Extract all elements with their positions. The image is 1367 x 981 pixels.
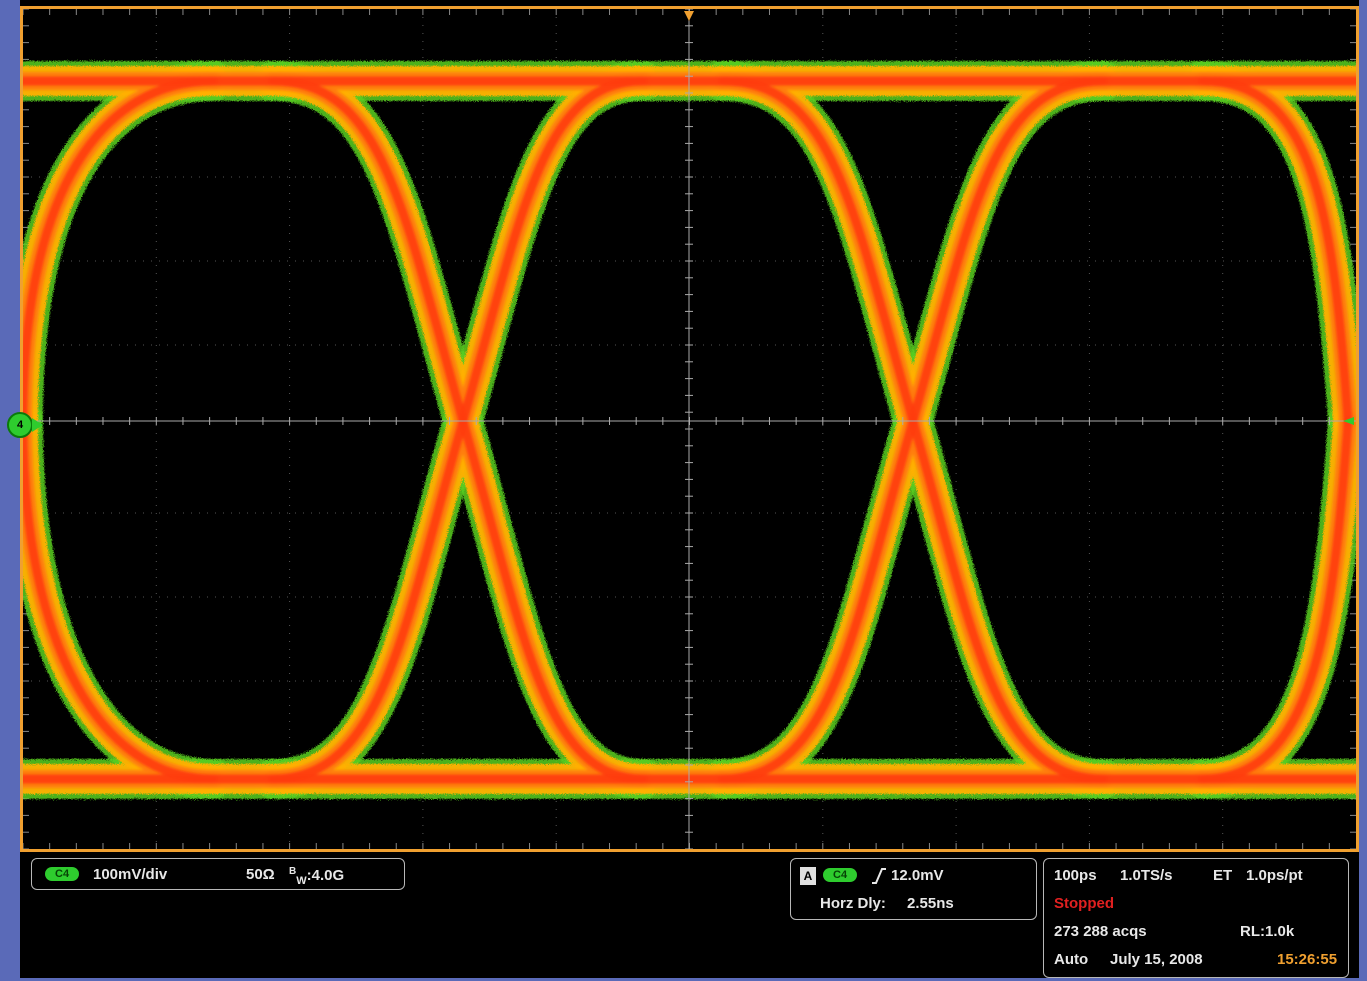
eye-trace-segment xyxy=(268,76,648,784)
eye-trace-segment xyxy=(23,416,218,784)
eye-diagram xyxy=(23,9,1356,849)
channel-4-ground-marker[interactable]: 4 xyxy=(7,412,33,438)
eye-trace-segment xyxy=(1198,76,1353,426)
right-frame xyxy=(1359,0,1367,981)
trigger-channel-badge: C4 xyxy=(823,868,858,882)
acquisition-count: 273 288 acqs xyxy=(1054,923,1147,940)
trigger-position-marker[interactable] xyxy=(684,11,694,21)
acquisition-readout[interactable]: 100ps 1.0TS/s ET 1.0ps/pt Stopped 273 28… xyxy=(1043,858,1349,978)
channel-4-marker-arrow xyxy=(32,418,43,432)
horz-dly-label: Horz Dly: xyxy=(820,895,886,912)
eye-trace-segment xyxy=(1198,416,1353,784)
time-resolution: 1.0ps/pt xyxy=(1246,867,1303,884)
trigger-level: 12.0mV xyxy=(891,867,944,884)
rising-edge-icon xyxy=(872,868,886,884)
bandwidth-limit: BW:4.0G xyxy=(289,866,344,887)
trigger-level-marker[interactable] xyxy=(1343,417,1354,425)
bandwidth-value: :4.0G xyxy=(306,867,345,884)
termination: 50Ω xyxy=(246,866,275,883)
horz-dly-value: 2.55ns xyxy=(907,895,954,912)
timebase: 100ps xyxy=(1054,867,1097,884)
time: 15:26:55 xyxy=(1277,951,1338,968)
bandwidth-prefix: B xyxy=(289,866,297,877)
bottom-frame xyxy=(0,978,1367,981)
eye-trace-segment xyxy=(23,76,218,426)
eye-trace-segment xyxy=(718,76,1108,784)
channel-number: 4 xyxy=(16,419,24,431)
vertical-readout[interactable]: C4 100mV/div 50Ω BW:4.0G xyxy=(31,858,405,890)
channel-badge: C4 xyxy=(45,867,80,881)
acquisition-mode: ET xyxy=(1213,867,1233,884)
trigger-readout[interactable]: A C4 12.0mV Horz Dly: 2.55ns xyxy=(790,858,1037,920)
run-status: Stopped xyxy=(1054,895,1114,912)
trigger-source-label: A xyxy=(800,867,816,885)
sample-rate: 1.0TS/s xyxy=(1120,867,1173,884)
bandwidth-sub: W xyxy=(296,875,307,887)
vertical-scale: 100mV/div xyxy=(93,866,168,883)
record-length: RL:1.0k xyxy=(1240,923,1295,940)
eye-trace-segment xyxy=(23,66,228,436)
trigger-mode: Auto xyxy=(1054,951,1089,968)
date: July 15, 2008 xyxy=(1110,951,1203,968)
left-frame xyxy=(0,0,20,981)
waveform-display[interactable] xyxy=(20,6,1359,852)
graticule-center-axes xyxy=(23,9,1356,849)
